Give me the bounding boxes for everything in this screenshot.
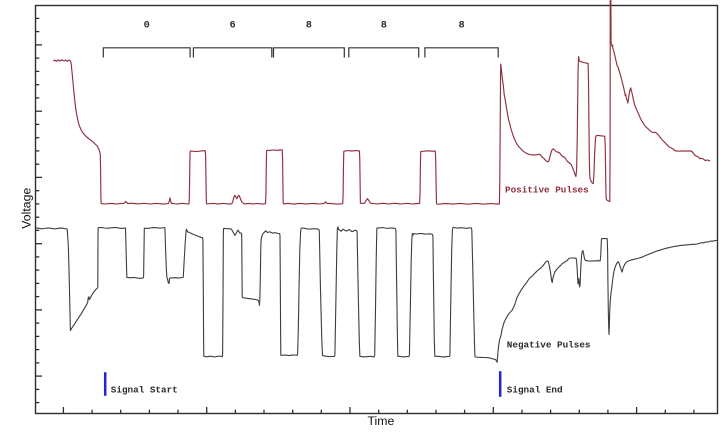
svg-text:Signal Start: Signal Start [111,384,178,395]
svg-text:Time: Time [367,414,394,428]
svg-text:Positive Pulses: Positive Pulses [505,185,589,196]
svg-text:Signal End: Signal End [507,384,563,395]
svg-text:Voltage: Voltage [19,188,33,229]
svg-text:0: 0 [144,20,150,32]
svg-text:8: 8 [459,20,465,32]
svg-text:8: 8 [381,20,387,32]
svg-text:8: 8 [306,20,312,32]
svg-text:Negative Pulses: Negative Pulses [507,340,591,351]
svg-text:6: 6 [230,20,236,32]
